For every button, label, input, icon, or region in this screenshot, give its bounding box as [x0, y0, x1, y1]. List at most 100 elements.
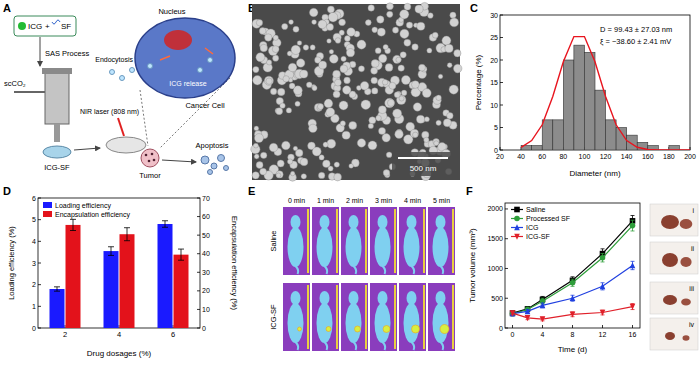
fragment	[201, 156, 209, 164]
tick-label: 1500	[487, 235, 503, 242]
axes: 20406080100120140160180200051015202530	[490, 12, 696, 161]
nanoparticle	[341, 56, 346, 61]
nanoparticle	[312, 86, 317, 91]
nanoparticle	[413, 103, 421, 111]
nanoparticle	[393, 109, 402, 118]
nanoparticle	[404, 3, 411, 10]
nanoparticle	[347, 28, 356, 37]
organelle	[160, 48, 213, 60]
nanoparticle	[256, 162, 263, 169]
thermal-frame	[341, 207, 368, 275]
tick-label: 140	[621, 153, 633, 160]
nanoparticle	[436, 95, 441, 100]
tumor	[141, 149, 159, 167]
point	[570, 295, 576, 301]
photo-label: iii	[689, 285, 694, 292]
schematic: ICG+SFSAS ProcessscCO₂ICG-SFNIR laser (8…	[4, 7, 235, 180]
arrow	[162, 160, 196, 162]
mouse-head	[320, 215, 330, 229]
tick-label: 25	[490, 34, 498, 41]
tick	[500, 60, 503, 61]
particle	[130, 68, 135, 73]
legend-marker	[514, 216, 520, 222]
mouse-tail	[383, 266, 386, 274]
nanoparticle	[401, 90, 407, 96]
point	[525, 308, 531, 314]
vessel-cap	[42, 68, 72, 74]
row-label: Saline	[269, 231, 278, 252]
error-bar	[54, 287, 60, 291]
nanoparticle	[422, 89, 431, 98]
nanoparticle	[253, 143, 258, 148]
thermal-scale	[452, 209, 454, 273]
point	[525, 315, 531, 321]
tick	[632, 325, 633, 328]
nanoparticle	[276, 108, 283, 115]
mouse-body	[288, 227, 304, 267]
error-bar	[571, 312, 575, 317]
tick	[500, 15, 503, 16]
bar	[563, 60, 574, 150]
label: NIR laser (808 nm)	[80, 108, 139, 116]
thermal-frame	[283, 207, 310, 275]
point	[570, 312, 576, 318]
column-label: 2 min	[346, 197, 363, 204]
nanoparticle	[393, 55, 401, 63]
nanoparticle	[267, 60, 272, 65]
nanoparticle	[277, 160, 284, 167]
fragment	[211, 163, 217, 169]
thermal-scale	[336, 209, 338, 273]
thermal-frame	[341, 283, 368, 351]
nanoparticle	[276, 171, 283, 178]
error-bar	[70, 219, 76, 230]
nanoparticle	[386, 152, 392, 158]
tick-label: 15	[490, 79, 498, 86]
thermal-frame	[370, 207, 397, 275]
tick-label: 10	[490, 102, 498, 109]
nanoparticle	[286, 108, 291, 113]
mouse-tail	[296, 342, 299, 350]
label: ICG	[28, 22, 42, 31]
tick	[173, 325, 174, 328]
tick	[38, 284, 41, 285]
dish	[43, 146, 71, 158]
mouse-head	[349, 215, 359, 229]
nanoparticle	[270, 88, 276, 94]
nanoparticle	[433, 139, 439, 145]
tumor-specimen	[681, 299, 691, 306]
thermal-frame	[312, 283, 339, 351]
nanoparticle	[318, 20, 327, 29]
legend-label: Saline	[526, 206, 546, 213]
nanoparticle	[382, 79, 388, 85]
hot-spot	[355, 326, 361, 332]
mouse-head	[320, 291, 330, 305]
tick-label: 1	[32, 303, 36, 310]
tick-label: 12	[599, 331, 607, 338]
label: SAS Process	[45, 49, 89, 58]
panel-label: F	[466, 185, 473, 197]
tick	[500, 82, 503, 83]
tick-label: 160	[642, 153, 654, 160]
mouse-tail	[412, 266, 415, 274]
tick-label: 2	[63, 330, 67, 339]
nanoparticle	[349, 164, 354, 169]
label: Tumor	[139, 171, 161, 180]
nanoparticle	[344, 36, 350, 42]
mouse-tail	[441, 342, 444, 350]
nanoparticle	[415, 5, 423, 13]
legend-label: ICG	[526, 224, 538, 231]
thermal-scale	[307, 209, 309, 273]
thermal-scale	[336, 285, 338, 349]
tick	[197, 235, 200, 236]
nanoparticle	[445, 44, 453, 52]
nanoparticle	[450, 18, 459, 27]
tick-label: 0	[32, 325, 36, 332]
tick-label: 30	[202, 269, 210, 276]
nanoparticle	[296, 59, 304, 67]
tick-label: 40	[517, 153, 525, 160]
nanoparticle	[333, 70, 341, 78]
legend-marker	[514, 224, 520, 230]
nanoparticle	[379, 127, 386, 134]
nanoparticle	[406, 22, 412, 28]
nanoparticle	[282, 23, 288, 29]
